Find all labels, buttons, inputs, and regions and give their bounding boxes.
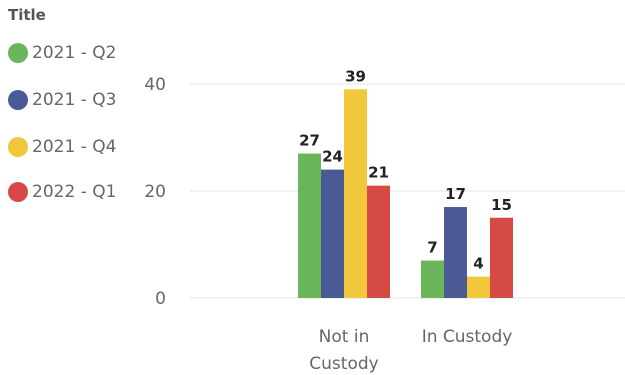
bar	[421, 260, 444, 298]
legend-item-2021-q4[interactable]: 2021 - Q4	[8, 135, 116, 159]
data-label: 15	[491, 196, 512, 214]
category-label: In Custody	[422, 327, 513, 347]
legend-item-2021-q3[interactable]: 2021 - Q3	[8, 88, 116, 112]
legend-label: 2021 - Q2	[32, 43, 117, 63]
legend-swatch	[8, 182, 28, 202]
legend-swatch	[8, 43, 28, 63]
data-label: 24	[322, 148, 343, 166]
data-label: 7	[427, 239, 437, 257]
bar	[367, 185, 390, 298]
bar	[444, 207, 467, 298]
data-label: 27	[299, 132, 320, 150]
legend-item-2022-q1[interactable]: 2022 - Q1	[8, 180, 116, 204]
bar	[298, 153, 321, 298]
bar	[490, 217, 513, 298]
legend-label: 2021 - Q4	[32, 137, 117, 157]
legend-title: Title	[8, 6, 46, 24]
data-label: 39	[345, 67, 366, 85]
data-label: 21	[368, 164, 389, 182]
legend-swatch	[8, 137, 28, 157]
bar	[344, 89, 367, 298]
bar	[321, 169, 344, 298]
legend-swatch	[8, 90, 28, 110]
data-label: 4	[473, 255, 483, 273]
y-tick-label: 20	[144, 182, 166, 202]
legend-label: 2021 - Q3	[32, 90, 117, 110]
legend-item-2021-q2[interactable]: 2021 - Q2	[8, 41, 116, 65]
category-label: Custody	[309, 354, 378, 374]
y-tick-label: 40	[144, 75, 166, 95]
category-label: Not in	[319, 327, 370, 347]
legend-label: 2022 - Q1	[32, 182, 117, 202]
y-tick-label: 0	[155, 289, 166, 309]
bar	[467, 276, 490, 298]
data-label: 17	[445, 185, 466, 203]
